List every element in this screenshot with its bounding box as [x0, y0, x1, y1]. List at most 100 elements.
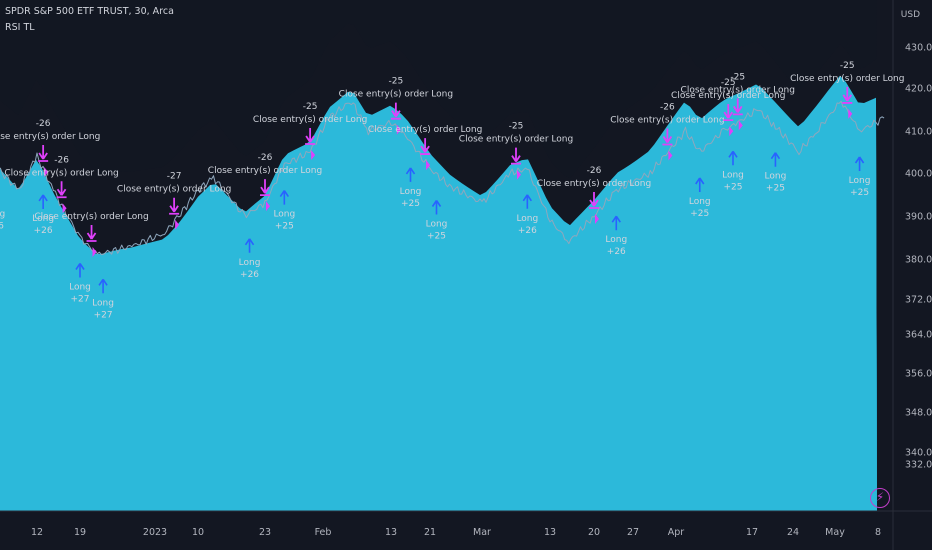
long-entry-marker[interactable]: Long +26: [32, 194, 54, 236]
arrow-down-icon: [723, 104, 734, 122]
price-tick-label: 390.00: [905, 212, 932, 223]
time-tick-label: 2023: [143, 527, 167, 538]
arrow-down-icon: [260, 179, 270, 196]
close-exit-marker[interactable]: Close entry(s) order Long -26: [4, 155, 119, 214]
time-tick-label: May: [825, 527, 845, 538]
signal-label: Close entry(s) order Long: [117, 185, 231, 195]
exit-tick-icon: [738, 120, 743, 131]
close-exit-marker[interactable]: Close entry(s) order Long-25: [253, 102, 367, 160]
exit-tick-icon: [44, 166, 49, 177]
close-exit-marker[interactable]: Close entry(s) order Long: [368, 125, 482, 171]
price-tick-label: 410.00: [905, 127, 932, 138]
signal-label: Close entry(s) order Long: [0, 132, 100, 142]
long-entry-marker[interactable]: Long +25: [273, 190, 295, 232]
signal-qty: -25: [509, 122, 524, 132]
close-exit-marker[interactable]: Close entry(s) order Long -27: [117, 172, 231, 230]
long-entry-marker[interactable]: Long +27: [69, 263, 91, 305]
arrow-up-icon: [405, 167, 416, 182]
arrow-down-icon: [420, 138, 431, 155]
close-exit-marker[interactable]: Close entry(s) order Long-25: [459, 122, 573, 180]
signal-qty: +26: [607, 247, 626, 257]
signal-qty: -25: [303, 102, 318, 112]
price-tick-label: 430.00: [905, 43, 932, 54]
price-tick-label: 340.00: [905, 448, 932, 459]
signal-qty: -26: [587, 166, 602, 176]
signal-label: Close entry(s) order Long: [537, 179, 651, 189]
close-exit-marker[interactable]: Close entry(s) order Long -25: [671, 78, 785, 137]
signal-qty: +26: [34, 226, 53, 236]
arrow-up-icon: [75, 263, 85, 278]
close-exit-marker[interactable]: Close entry(s) order Long -26: [208, 153, 322, 212]
price-tick-label: 420.00: [905, 84, 932, 95]
close-exit-marker[interactable]: Close entry(s) order Long -25: [339, 77, 453, 135]
symbol-title[interactable]: SPDR S&P 500 ETF TRUST, 30, Arca: [5, 6, 174, 17]
arrow-up-icon: [770, 152, 781, 167]
lightning-bolt-icon[interactable]: ⚡: [870, 488, 890, 508]
time-tick-label: Mar: [473, 527, 491, 538]
signal-qty: -27: [167, 172, 182, 182]
arrow-down-icon: [662, 128, 673, 146]
long-entry-marker[interactable]: Long +25: [849, 156, 871, 198]
signal-label: Close entry(s) order Long: [339, 90, 453, 100]
price-tick-label: 356.00: [905, 369, 932, 380]
price-tick-label: 364.00: [905, 330, 932, 341]
signal-label: Close entry(s) order Long: [34, 212, 148, 222]
close-exit-marker[interactable]: Close entry(s) order Long -26: [610, 103, 725, 161]
signal-label: Long: [0, 210, 5, 220]
signal-qty: -25: [389, 77, 404, 87]
long-entry-marker[interactable]: Long +25: [722, 150, 744, 192]
signal-qty: +27: [94, 310, 113, 320]
close-exit-marker[interactable]: Close entry(s) order Long -26: [0, 119, 100, 177]
long-entry-marker[interactable]: Long +25: [765, 152, 787, 194]
close-exit-marker[interactable]: Close entry(s) order Long-25: [681, 72, 795, 131]
signal-qty: +25: [427, 232, 446, 242]
close-exit-marker[interactable]: Close entry(s) order Long: [34, 212, 149, 257]
time-tick-label: 10: [192, 527, 204, 538]
channel-band: [0, 75, 877, 511]
long-entry-marker[interactable]: Long +26: [605, 215, 627, 257]
long-entry-marker[interactable]: Long +25: [689, 177, 711, 219]
long-entry-marker[interactable]: Long +27: [92, 278, 114, 320]
long-entry-marker[interactable]: Long +26: [239, 238, 261, 280]
close-exit-marker[interactable]: Close entry(s) order Long-25: [790, 61, 904, 119]
long-entry-marker[interactable]: Long +25: [426, 200, 448, 242]
exit-tick-icon: [266, 201, 270, 212]
arrow-up-icon: [279, 190, 289, 205]
arrow-down-icon: [589, 192, 599, 209]
time-tick-label: 20: [588, 527, 600, 538]
close-exit-marker[interactable]: Close entry(s) order Long -26: [537, 166, 651, 224]
arrow-up-icon: [611, 215, 621, 231]
long-entry-marker[interactable]: Long +26: [516, 194, 538, 236]
price-tick-label: 380.00: [905, 255, 932, 266]
signal-qty: -26: [660, 103, 675, 113]
signal-label: Long: [32, 214, 54, 224]
time-tick-label: 17: [746, 527, 758, 538]
signal-qty: +25: [724, 182, 743, 192]
signal-label: Close entry(s) order Long: [790, 74, 904, 84]
signal-label: Long: [722, 170, 744, 180]
time-tick-label: 21: [424, 527, 436, 538]
signal-label: Long: [849, 176, 871, 186]
indicator-label[interactable]: RSI TL: [5, 22, 35, 33]
exit-tick-icon: [62, 203, 67, 214]
signal-label: Close entry(s) order Long: [671, 91, 785, 101]
long-entry-marker[interactable]: Long +25: [400, 167, 422, 209]
signal-qty: -25: [721, 78, 736, 88]
arrow-down-icon: [86, 224, 97, 242]
signal-label: Long: [516, 214, 538, 224]
time-tick-label: 12: [31, 527, 43, 538]
time-axis[interactable]: 12 19 2023 10 23 Feb 13 21 Mar 13 20 27 Apr 17 24 May 8: [31, 527, 881, 538]
exit-tick-icon: [175, 219, 180, 230]
signal-label: Close entry(s) order Long: [368, 125, 482, 135]
signal-label: Close entry(s) order Long: [681, 85, 795, 95]
price-axis[interactable]: 332.00340.00 348.00 356.00 364.00 372.00 380.…: [905, 43, 932, 471]
arrow-up-icon: [695, 177, 705, 192]
exit-tick-icon: [396, 124, 401, 135]
time-tick-label: 13: [385, 527, 397, 538]
arrow-down-icon: [842, 86, 853, 104]
long-entry-marker[interactable]: Long +26: [0, 191, 5, 232]
signal-qty: +25: [690, 209, 709, 219]
signal-qty: +25: [850, 188, 869, 198]
currency-label: USD: [900, 10, 920, 20]
